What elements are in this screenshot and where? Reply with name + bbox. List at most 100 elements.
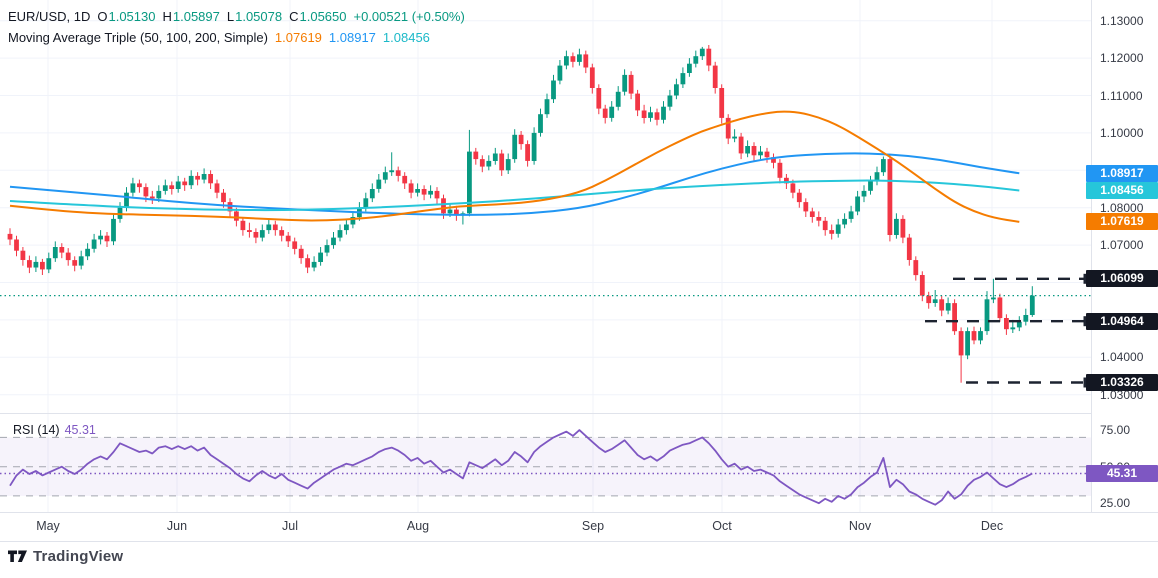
candle [764, 151, 770, 158]
candle [712, 65, 718, 88]
candle [635, 93, 640, 111]
tradingview-attribution[interactable]: TradingView [8, 548, 123, 565]
candle [932, 299, 938, 303]
candle [945, 303, 951, 311]
time-axis-label-dec: Dec [980, 519, 1004, 533]
rsi-line[interactable] [9, 429, 1033, 506]
price-axis-label: 1.12000 [1100, 51, 1144, 66]
rsi-axis-label: 25.00 [1100, 496, 1131, 511]
ma100-line[interactable] [9, 152, 1020, 216]
candle [428, 190, 433, 195]
candle [648, 112, 653, 118]
candle [292, 241, 298, 249]
level-badge: 1.04964 [1086, 312, 1158, 330]
time-axis-label-nov: Nov [848, 519, 872, 533]
ma100-badge: 1.08917 [1086, 164, 1158, 182]
symbol-legend-row[interactable]: EUR/USD, 1D O1.05130 H1.05897 L1.05078 C… [8, 6, 465, 27]
candle [195, 175, 200, 180]
candle [376, 179, 382, 189]
candle [531, 132, 537, 161]
rsi-axis-label: 75.00 [1100, 423, 1131, 438]
candle [479, 159, 485, 167]
candle [661, 106, 666, 120]
candle [111, 218, 116, 242]
candle [130, 183, 136, 193]
level-badge: 1.06099 [1086, 270, 1158, 288]
candle [848, 211, 854, 219]
candle [1023, 315, 1029, 322]
candle [842, 218, 847, 225]
candle [699, 48, 705, 57]
candle [408, 183, 414, 193]
candle [240, 220, 246, 231]
candle [434, 190, 440, 199]
candle [279, 230, 285, 236]
candle [311, 261, 317, 268]
price-level-handle[interactable] [1083, 377, 1088, 388]
candle [654, 112, 660, 120]
candle [693, 56, 699, 64]
price-axis-label: 1.10000 [1100, 125, 1144, 140]
candle [266, 224, 272, 231]
chart-plot-area[interactable] [0, 0, 1091, 512]
candle [499, 153, 505, 171]
candle [20, 250, 26, 260]
price-axis-label: 1.07000 [1100, 238, 1144, 253]
candle [777, 162, 783, 178]
candle [350, 217, 356, 225]
price-axis-label: 1.11000 [1100, 88, 1143, 103]
candle [906, 237, 912, 260]
candle [894, 218, 899, 235]
ma50-line[interactable] [9, 110, 1020, 223]
candle [98, 235, 103, 240]
candle [861, 190, 867, 197]
candle [505, 159, 511, 171]
candle [958, 331, 964, 356]
candle-series [7, 45, 1035, 383]
candle [919, 275, 925, 296]
candle [874, 172, 880, 182]
candle [751, 146, 757, 156]
chart-legend: EUR/USD, 1D O1.05130 H1.05897 L1.05078 C… [8, 6, 465, 48]
candle [725, 117, 731, 139]
ma200-value: 1.08456 [382, 30, 430, 45]
time-scale[interactable]: May Jun Jul Aug Sep Oct Nov Dec [0, 512, 1158, 542]
candle [758, 151, 763, 156]
candle [564, 56, 569, 66]
candle [188, 175, 194, 186]
candle [85, 248, 90, 257]
candle [91, 239, 97, 249]
candle [991, 297, 996, 300]
candle [803, 202, 809, 212]
candle [570, 56, 576, 62]
price-scale[interactable]: 1.13000 1.12000 1.11000 1.10000 1.08000 1.070… [1086, 0, 1158, 512]
rsi-indicator-title: RSI (14) [13, 423, 60, 437]
candle [46, 258, 52, 270]
candle [835, 224, 841, 234]
candle [253, 232, 259, 238]
candle [402, 175, 408, 184]
candle [978, 331, 983, 341]
rsi-value: 45.31 [64, 423, 96, 437]
price-change: +0.00521 (+0.50%) [353, 9, 465, 24]
candle [234, 211, 239, 221]
candle [137, 183, 142, 188]
candle [687, 63, 692, 73]
price-level-handle[interactable] [1083, 316, 1088, 327]
ma-legend-row[interactable]: Moving Average Triple (50, 100, 200, Sim… [8, 27, 465, 48]
rsi-legend-row[interactable]: RSI (14) 45.31 [13, 423, 96, 437]
ma200-line[interactable] [9, 179, 1020, 212]
candle [52, 247, 58, 259]
price-level-handle[interactable] [1083, 273, 1088, 284]
candle [784, 177, 789, 184]
candle [1029, 295, 1035, 315]
candle [182, 181, 188, 186]
ohlc-close: C1.05650 [289, 9, 347, 24]
candle [809, 211, 815, 217]
candle [156, 190, 162, 199]
candle [589, 67, 595, 88]
candle [149, 196, 155, 199]
candle [796, 192, 802, 203]
candle [641, 110, 647, 118]
time-axis-label-sep: Sep [581, 519, 605, 533]
